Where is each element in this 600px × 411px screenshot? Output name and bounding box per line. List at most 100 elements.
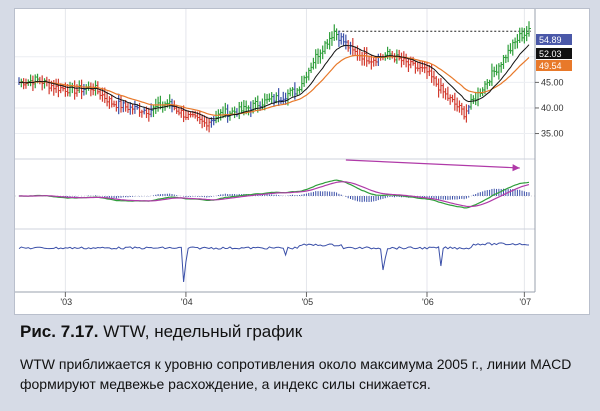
price-bar	[236, 108, 239, 117]
price-bar	[298, 86, 302, 94]
price-bar	[185, 109, 188, 121]
price-bar	[308, 67, 311, 81]
price-bar	[470, 93, 474, 110]
price-bar	[440, 77, 443, 94]
price-bar	[331, 31, 334, 46]
price-bar	[129, 102, 133, 115]
price-bar	[505, 54, 508, 64]
price-bar	[366, 47, 369, 67]
price-bar	[509, 43, 513, 54]
y-tick-label: 40.00	[541, 103, 564, 113]
price-bar	[134, 100, 137, 114]
y-tick-label: 35.00	[541, 129, 564, 139]
price-bar	[465, 104, 469, 123]
price-bar	[296, 88, 300, 97]
price-bar	[99, 88, 103, 100]
price-bar	[377, 53, 381, 67]
figure-description: WTW приближается к уровню сопротивления …	[20, 356, 572, 392]
price-bar	[433, 70, 436, 86]
price-bar	[201, 114, 205, 129]
price-bar	[143, 107, 147, 115]
price-bar	[315, 49, 318, 69]
price-bar	[335, 28, 339, 41]
price-bar	[278, 88, 281, 106]
price-badge-label: 49.54	[539, 61, 562, 71]
price-bar	[500, 61, 504, 73]
price-bar	[43, 78, 47, 89]
price-bar	[199, 110, 202, 124]
price-badge	[536, 48, 572, 59]
price-bar	[523, 28, 527, 44]
x-tick-label: '03	[60, 297, 72, 307]
price-bar	[25, 78, 28, 89]
price-bar	[268, 93, 272, 102]
price-bar	[498, 63, 501, 80]
stock-chart: 35.00 40.00 45.00 54.89 52.03 49.54 '03 '04 '05 '…	[15, 9, 572, 307]
force-index-pane	[18, 242, 530, 283]
price-bar	[122, 100, 126, 113]
price-bar	[120, 95, 123, 113]
price-bar	[113, 100, 117, 108]
price-bar	[482, 87, 485, 97]
price-bar	[370, 55, 374, 70]
price-bar	[150, 103, 154, 118]
axes: 35.00 40.00 45.00 54.89 52.03 49.54 '03 '04 '05 '…	[15, 9, 572, 307]
price-bar	[400, 52, 404, 68]
x-tick-label: '07	[519, 297, 531, 307]
price-bar	[32, 75, 35, 92]
price-badge-label: 52.03	[539, 49, 562, 59]
price-bar	[85, 84, 89, 95]
price-bar	[444, 88, 448, 100]
price-bar	[486, 79, 490, 90]
x-tick-label: '05	[301, 297, 313, 307]
price-bar	[363, 47, 367, 66]
figure-label: Рис. 7.17.	[20, 322, 99, 341]
price-bar	[491, 63, 494, 86]
price-bar	[477, 87, 480, 107]
price-bar	[182, 105, 186, 123]
price-bar	[280, 97, 283, 104]
price-bar	[329, 32, 332, 50]
price-bar	[393, 53, 397, 63]
price-bar	[514, 37, 518, 50]
price-bar	[338, 30, 341, 47]
price-bar	[57, 78, 61, 98]
price-bar	[250, 101, 253, 118]
price-bar	[178, 107, 181, 116]
price-bar	[322, 45, 325, 60]
price-bar	[275, 92, 279, 104]
price-bar	[233, 106, 237, 119]
price-bar	[208, 118, 212, 133]
figure-title: WTW, недельный график	[103, 322, 303, 341]
price-bar	[451, 94, 455, 103]
price-bar	[148, 107, 151, 122]
price-bar	[138, 102, 142, 117]
price-bar	[106, 91, 110, 107]
ema-slow-line	[18, 54, 530, 116]
price-bar	[391, 50, 395, 59]
price-bar	[435, 76, 439, 87]
price-bar	[206, 116, 209, 131]
ema-fast-line	[18, 44, 530, 120]
price-bar	[289, 87, 293, 97]
price-bar	[516, 34, 520, 49]
price-bar	[29, 74, 33, 87]
price-bar	[502, 55, 506, 69]
price-bar	[317, 48, 321, 64]
price-badge	[536, 34, 572, 45]
price-bar	[507, 44, 511, 63]
price-bar	[164, 101, 168, 111]
price-bar	[152, 105, 156, 118]
price-bar	[215, 110, 219, 124]
chart-panel: 35.00 40.00 45.00 54.89 52.03 49.54 '03 '04 '05 '…	[14, 8, 590, 315]
price-bar	[403, 51, 406, 65]
price-bar	[125, 99, 128, 112]
price-bar	[349, 41, 353, 55]
price-bar	[495, 64, 499, 76]
price-bar	[80, 79, 84, 100]
price-bar	[326, 39, 330, 50]
price-bar	[266, 93, 270, 104]
price-bar	[87, 81, 91, 91]
price-bar	[361, 52, 365, 66]
